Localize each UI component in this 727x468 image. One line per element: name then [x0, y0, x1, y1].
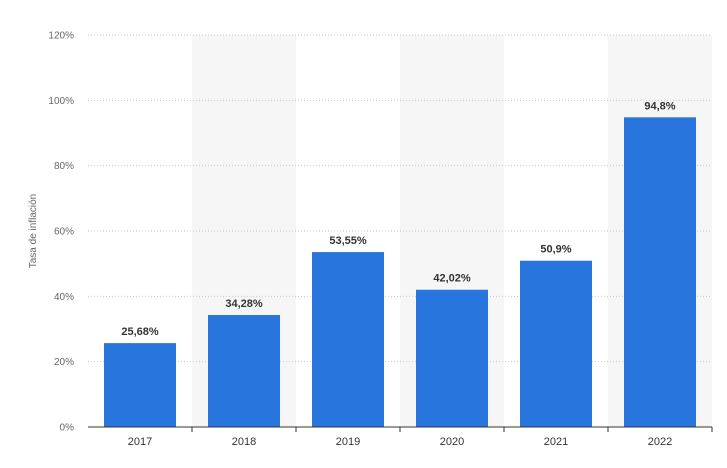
value-label: 25,68%: [121, 326, 159, 338]
y-tick-label: 80%: [54, 161, 74, 172]
y-tick-label: 120%: [48, 31, 74, 42]
x-tick-label: 2020: [440, 436, 464, 448]
y-tick-label: 100%: [48, 96, 74, 107]
bar[interactable]: [520, 260, 592, 427]
y-axis: 0% 20% 40% 60% 80% 100% 120%: [48, 31, 74, 434]
x-tick-label: 2019: [336, 436, 360, 448]
bar[interactable]: [104, 343, 176, 427]
bar[interactable]: [208, 315, 280, 427]
value-label: 53,55%: [329, 235, 367, 247]
bar[interactable]: [312, 252, 384, 427]
bar[interactable]: [416, 289, 488, 427]
y-tick-label: 40%: [54, 292, 74, 303]
x-tick-label: 2018: [232, 436, 256, 448]
value-label: 94,8%: [644, 100, 675, 112]
x-tick-label: 2021: [544, 436, 568, 448]
grid-lines: [88, 34, 712, 363]
value-label: 34,28%: [225, 298, 263, 310]
value-label: 42,02%: [433, 273, 471, 285]
x-tick-label: 2017: [128, 436, 152, 448]
y-tick-label: 60%: [54, 227, 74, 238]
y-tick-label: 0%: [60, 423, 75, 434]
value-labels: 25,68% 34,28% 53,55% 42,02% 50,9% 94,8%: [121, 100, 675, 338]
bar[interactable]: [624, 117, 696, 427]
y-tick-label: 20%: [54, 357, 74, 368]
x-axis: 2017 2018 2019 2020 2021 2022: [88, 426, 713, 448]
y-axis-title: Tasa de inflación: [28, 194, 39, 269]
value-label: 50,9%: [540, 244, 571, 256]
x-tick-label: 2022: [648, 436, 672, 448]
bars: [104, 117, 696, 427]
